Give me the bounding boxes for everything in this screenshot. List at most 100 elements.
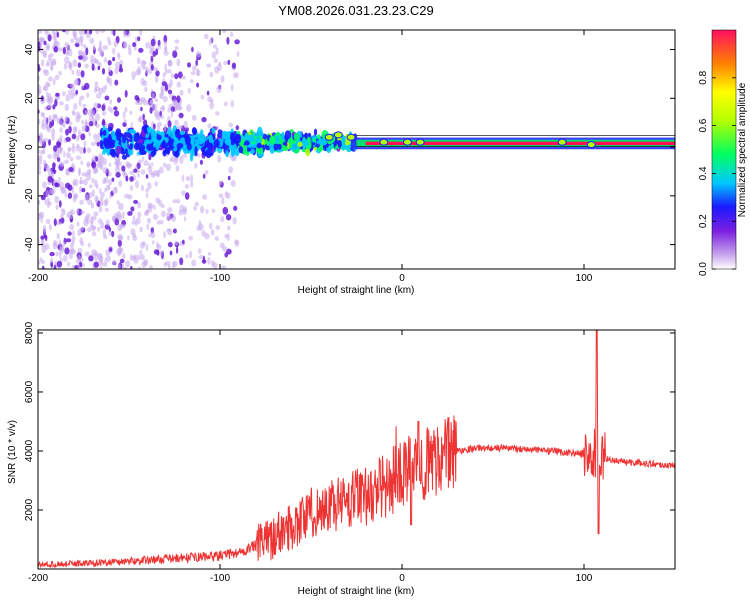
spectrogram-speckle (191, 114, 197, 121)
spectrogram-speckle (107, 36, 111, 43)
spectrogram-speckle (209, 36, 213, 44)
spectrogram-speckle (83, 140, 87, 148)
spectrogram-speckle (117, 97, 121, 103)
spectrogram-speckle (102, 167, 108, 174)
spectrogram-speckle (125, 260, 131, 268)
spectrogram-speckle (79, 226, 84, 232)
spectrogram-speckle (79, 95, 85, 101)
spectrogram-speckle (101, 120, 106, 127)
spectrogram-speckle (217, 154, 222, 163)
spectrogram-speckle (172, 199, 178, 204)
spectrogram-frame (37, 29, 676, 270)
spectrogram-speckle (112, 56, 116, 62)
spectrogram-speckle (93, 57, 97, 64)
spectrogram-speckle (68, 167, 74, 172)
spectrogram-speckle (236, 50, 240, 57)
spectrogram-speckle (167, 228, 173, 236)
spectrogram-speckle (82, 54, 87, 62)
spectrogram-blob (217, 132, 223, 138)
spectrogram-speckle (45, 190, 50, 198)
spectrogram-speckle (71, 70, 75, 75)
spectrogram-speckle (112, 30, 116, 36)
spectrogram-speckle (47, 54, 52, 61)
spectrogram-speckle (157, 45, 161, 50)
spectrogram-speckle (181, 190, 186, 196)
spectrogram-speckle (226, 36, 230, 45)
spectrogram-speckle (207, 123, 212, 129)
spectrogram-speckle (85, 47, 89, 56)
spectrogram-speckle (42, 181, 47, 189)
spectrogram-blob (256, 142, 262, 149)
spectrogram-speckle (142, 98, 147, 106)
spectrogram-speckle (113, 40, 118, 48)
spectrogram-blob (211, 127, 216, 134)
spectrogram-speckle (84, 215, 89, 222)
spectrogram-speckle (185, 175, 190, 182)
spectrogram-speckle (107, 179, 113, 186)
spectrogram-speckle (116, 200, 120, 205)
spectrogram-speckle (118, 247, 124, 253)
carrier-core (365, 141, 675, 146)
spectrogram-speckle (145, 41, 151, 49)
spectrogram-speckle (56, 260, 63, 268)
spectrogram-speckle (149, 100, 154, 106)
spectrogram-blob (251, 143, 258, 148)
spectrogram-speckle (224, 191, 229, 199)
spectrogram-speckle (78, 168, 81, 177)
spectrogram-speckle (174, 119, 179, 126)
spectrogram-speckle (221, 197, 225, 205)
spectrogram-speckle (150, 231, 156, 239)
spectrogram-speckle (88, 131, 91, 137)
spectrogram-speckle (59, 250, 62, 259)
spectrogram-speckle (93, 211, 99, 217)
spectrogram-blob (150, 150, 155, 158)
spectrogram-speckle (38, 41, 41, 49)
spectrogram-speckle (187, 62, 191, 68)
spectrogram-speckle (130, 228, 136, 236)
spectrogram-knot (415, 138, 425, 146)
spectrogram-speckle (81, 119, 84, 125)
spectrogram-speckle (122, 266, 128, 269)
spectrogram-speckle (117, 251, 121, 257)
spectrogram-speckle (49, 251, 55, 257)
spectrogram-speckle (72, 143, 75, 149)
spectrogram-speckle (80, 70, 85, 78)
spectrogram-speckle (149, 107, 153, 114)
spectrogram-speckle (167, 241, 173, 248)
spectrogram-speckle (141, 184, 144, 192)
spectrogram-speckle (47, 175, 53, 183)
spectrogram-speckle (42, 69, 48, 74)
spectrogram-speckle (185, 254, 189, 259)
spectrogram-speckle (182, 153, 187, 159)
spectrogram-speckle (103, 199, 108, 207)
spectrogram-speckle (104, 207, 109, 212)
spectrogram-speckle (122, 252, 126, 260)
spectrogram-speckle (53, 218, 57, 227)
spectrogram-speckle (153, 204, 156, 210)
spectrogram-speckle (167, 207, 173, 213)
spectrogram-speckle (177, 71, 183, 79)
spectrogram-speckle (225, 214, 232, 221)
spectrogram-blob (174, 128, 181, 139)
colorbar-gradient (711, 29, 737, 270)
spectrogram-speckle (227, 59, 231, 65)
spectrogram-blob (208, 134, 213, 144)
snr-xtick-label: -200 (28, 573, 48, 584)
spectrogram-speckle (53, 264, 57, 269)
spectrogram-speckle (91, 177, 95, 184)
spectrogram-speckle (72, 30, 77, 36)
spectrogram-speckle (178, 210, 184, 216)
spectrogram-speckle (101, 111, 107, 116)
spectrogram-speckle (71, 240, 75, 245)
spectrogram-blob (225, 138, 232, 146)
spectrogram-speckle (101, 104, 106, 112)
spectrogram-blob (244, 140, 250, 146)
spectrogram-speckle (84, 121, 90, 126)
spectrogram-speckle (46, 91, 49, 97)
spectrogram-speckle (129, 185, 134, 191)
spectrogram-speckle (56, 31, 60, 38)
spectrogram-speckle (147, 205, 153, 213)
spectrogram-speckle (77, 254, 81, 261)
spectrogram-speckle (140, 106, 143, 112)
spectrogram-speckle (88, 184, 93, 189)
